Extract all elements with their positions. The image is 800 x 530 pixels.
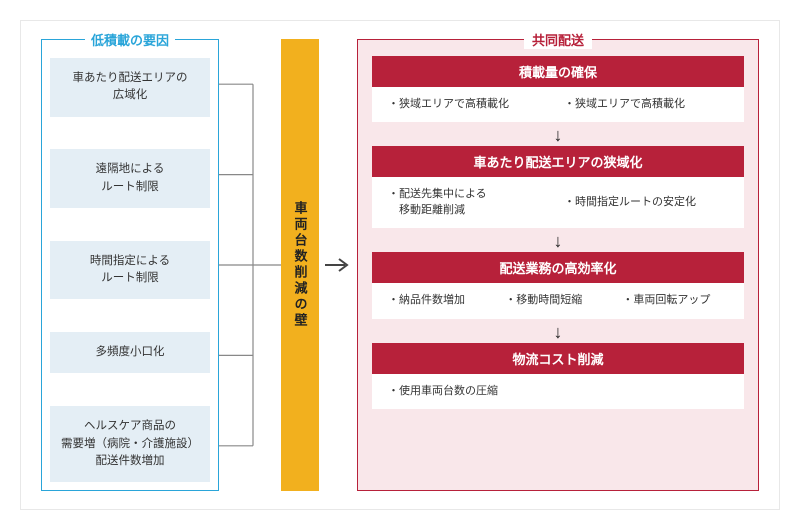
barrier-text: 車両台数削減の壁 [291, 201, 310, 329]
down-arrow-icon: ↓ [372, 122, 744, 146]
right-block-body: 配送先集中による 移動距離削減時間指定ルートの安定化 [372, 177, 744, 228]
right-block: 配送業務の高効率化納品件数増加移動時間短縮車両回転アップ [372, 252, 744, 318]
right-block-item: 時間指定ルートの安定化 [558, 193, 734, 212]
bracket-svg [219, 39, 281, 491]
right-block-item: 移動時間短縮 [499, 291, 616, 310]
left-factor-box: 車あたり配送エリアの 広域化 [50, 58, 210, 117]
right-block: 物流コスト削減使用車両台数の圧縮 [372, 343, 744, 409]
right-block-body: 使用車両台数の圧縮 [372, 374, 744, 409]
right-block-item: 納品件数増加 [382, 291, 499, 310]
down-arrow-icon: ↓ [372, 319, 744, 343]
right-block-head: 配送業務の高効率化 [372, 252, 744, 283]
right-block-item: 使用車両台数の圧縮 [382, 382, 734, 401]
right-block-item: 配送先集中による 移動距離削減 [382, 185, 558, 220]
left-factor-box: ヘルスケア商品の 需要増（病院・介護施設） 配送件数増加 [50, 406, 210, 482]
right-block-head: 車あたり配送エリアの狭域化 [372, 146, 744, 177]
right-title: 共同配送 [524, 30, 592, 49]
right-block-item: 狭域エリアで高積載化 [558, 95, 734, 114]
right-block: 積載量の確保狭域エリアで高積載化狭域エリアで高積載化 [372, 56, 744, 122]
left-title: 低積載の要因 [85, 30, 175, 49]
left-column: 低積載の要因 車あたり配送エリアの 広域化遠隔地による ルート制限時間指定による… [41, 39, 219, 491]
right-block: 車あたり配送エリアの狭域化配送先集中による 移動距離削減時間指定ルートの安定化 [372, 146, 744, 228]
right-block-head: 積載量の確保 [372, 56, 744, 87]
left-factor-box: 多頻度小口化 [50, 332, 210, 373]
arrow-right-icon [323, 255, 353, 275]
left-factor-box: 遠隔地による ルート制限 [50, 149, 210, 208]
right-block-body: 狭域エリアで高積載化狭域エリアで高積載化 [372, 87, 744, 122]
right-block-item: 狭域エリアで高積載化 [382, 95, 558, 114]
right-block-item: 車両回転アップ [616, 291, 733, 310]
left-factor-box: 時間指定による ルート制限 [50, 241, 210, 300]
connector-bracket [219, 39, 281, 491]
down-arrow-icon: ↓ [372, 228, 744, 252]
mid-arrow [319, 39, 357, 491]
right-block-body: 納品件数増加移動時間短縮車両回転アップ [372, 283, 744, 318]
right-block-head: 物流コスト削減 [372, 343, 744, 374]
right-column: 共同配送 積載量の確保狭域エリアで高積載化狭域エリアで高積載化↓車あたり配送エリ… [357, 39, 759, 491]
barrier-bar: 車両台数削減の壁 [281, 39, 319, 491]
diagram-frame: 低積載の要因 車あたり配送エリアの 広域化遠隔地による ルート制限時間指定による… [20, 20, 780, 510]
